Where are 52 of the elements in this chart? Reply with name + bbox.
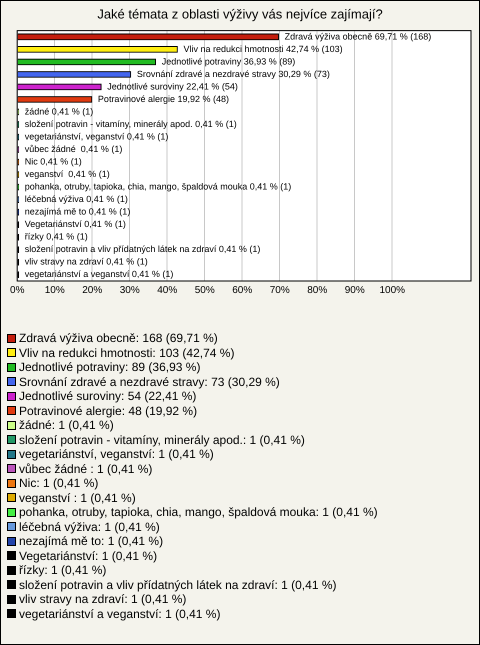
x-tick-label: 30% [120,284,140,296]
text: Vegetariánství: 1 (0,41 %) [19,548,158,563]
x-tick-label: 40% [157,284,178,296]
text: Nic: 1 (0,41 %) [19,476,98,490]
category-label: žádné 0,41 % (1) [24,106,94,116]
category-label: nezajímá mě to 0,41 % (1) [24,206,130,217]
text: Jednotlivé potraviny: 89 (36,93 %) [19,360,200,374]
x-tick-label: 50% [194,284,215,296]
category-label: vegetariánství a veganství 0,41 % (1) [24,269,174,280]
text: složení potravin - vitamíny, minerály apod.: 1 (0,41 %) [19,432,305,447]
text: řízky: 1 (0,41 %) [19,563,106,578]
category-label: Nic 0,41 % (1) [24,156,82,167]
category-label: řízky 0,41 % (1) [24,232,88,242]
text: pohanka, otruby, tapioka, chia, mango, špaldová mouka: 1 (0,41 %) [19,505,378,520]
category-label: Vliv na redukci hmotnosti 42,74 % (103) [184,44,343,54]
category-label: Srovnání zdravé a nezdravé stravy 30,29 % (73) [136,68,330,79]
text: vůbec žádné : 1 (0,41 %) [19,462,152,476]
category-label: vegetariánství, veganství 0,41 % (1) [24,132,168,142]
text: Vliv na redukci hmotnosti: 103 (42,74 %) [19,346,234,360]
category-label: Vegetariánství 0,41 % (1) [24,219,126,230]
text: složení potravin a vliv přídatných látek na zdraví: 1 (0,41 %) [19,578,336,592]
text: Potravinové alergie: 48 (19,92 %) [19,404,198,418]
category-label: vůbec žádné 0,41 % (1) [24,144,122,154]
text: Srovnání zdravé a nezdravé stravy: 73 (30,29 %) [19,374,280,389]
x-tick-label: 70% [270,284,290,296]
text: vliv stravy na zdraví: 1 (0,41 %) [19,592,186,606]
text: nezajímá mě to: 1 (0,41 %) [19,534,164,548]
x-tick-label: 80% [307,284,328,296]
x-tick-label: 20% [82,284,102,296]
category-label: Potravinové alergie 19,92 % (48) [98,94,230,104]
category-label: Jednotlivé potraviny 36,93 % (89) [162,56,296,66]
category-label: veganství 0,41 % (1) [24,169,110,180]
category-label: Jednotlivé suroviny 22,41 % (54) [107,81,238,92]
category-label: léčebná výživa 0,41 % (1) [24,194,128,204]
x-tick-label: 10% [44,284,65,296]
x-tick-label: 60% [232,284,252,296]
category-label: složení potravin - vitamíny, minerály apod. 0,41 % (1) [24,118,237,129]
text: veganství : 1 (0,41 %) [19,490,136,505]
text: léčebná výživa: 1 (0,41 %) [19,520,160,534]
x-tick-label: 100% [379,284,406,296]
category-label: složení potravin a vliv přídatných látek na zdraví 0,41 % (1) [24,244,260,254]
category-label: pohanka, otruby, tapioka, chia, mango, špaldová mouka 0,41 % (1) [24,182,292,192]
text: Jednotlivé suroviny: 54 (22,41 %) [19,389,196,404]
x-tick-label: 90% [344,284,365,296]
chart-title: Jaké témata z oblasti výživy vás nejvíce zajímají? [97,6,383,22]
text: Zdravá výživa obecně: 168 (69,71 %) [19,331,218,346]
text: vegetariánství a veganství: 1 (0,41 %) [19,606,220,621]
text: vegetariánství, veganství: 1 (0,41 %) [19,447,214,462]
x-tick-label: 0% [10,284,25,296]
category-label: Zdravá výživa obecně 69,71 % (168) [284,31,432,42]
category-label: vliv stravy na zdraví 0,41 % (1) [24,256,148,267]
text: žádné: 1 (0,41 %) [19,418,114,432]
